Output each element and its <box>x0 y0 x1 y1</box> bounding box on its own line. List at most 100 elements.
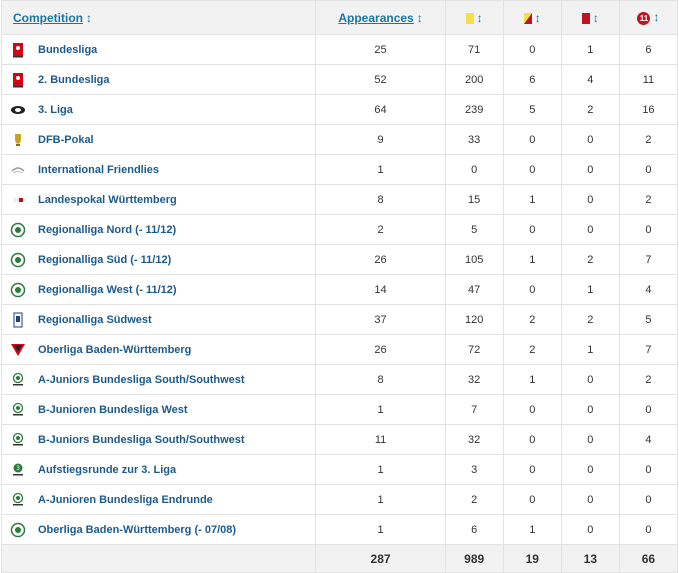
appearances-cell: 8 <box>315 184 446 215</box>
junioren-logo-icon[interactable] <box>10 372 26 388</box>
competition-link[interactable]: Aufstiegsrunde zur 3. Liga <box>38 463 177 476</box>
red-cards-cell: 0 <box>560 424 620 455</box>
competition-link[interactable]: DFB-Pokal <box>38 133 94 146</box>
yellow-cards-cell: 72 <box>444 334 504 365</box>
yellow-red-cards-cell: 2 <box>502 334 562 365</box>
competition-cell: 3 Aufstiegsrunde zur 3. Liga <box>0 454 317 485</box>
sort-arrow-icon[interactable]: ↕ <box>86 10 92 25</box>
3-liga-logo-icon[interactable] <box>10 102 26 118</box>
junioren-logo-icon[interactable] <box>10 492 26 508</box>
appearances-sort-link[interactable]: Appearances <box>338 10 414 25</box>
penalties-cell: 0 <box>618 394 679 425</box>
regionalliga-suedwest-logo-icon[interactable] <box>10 312 26 328</box>
dfb-logo-icon[interactable] <box>10 282 26 298</box>
total-appearances: 287 <box>315 544 446 573</box>
red-cards-cell: 0 <box>560 214 620 245</box>
table-row: Regionalliga West (- 11/12) 14 47 0 1 4 <box>0 274 679 305</box>
competition-link[interactable]: 3. Liga <box>38 103 73 116</box>
appearances-cell: 8 <box>315 364 446 395</box>
red-cards-cell: 0 <box>560 184 620 215</box>
red-card-header[interactable]: ↕ <box>560 0 620 35</box>
appearances-cell: 26 <box>315 244 446 275</box>
landespokal-logo-icon[interactable] <box>10 192 26 208</box>
table-row: Oberliga Baden-Württemberg 26 72 2 1 7 <box>0 334 679 365</box>
yellow-cards-cell: 0 <box>444 154 504 185</box>
competition-link[interactable]: 2. Bundesliga <box>38 73 110 86</box>
red-cards-cell: 0 <box>560 154 620 185</box>
sort-arrow-icon[interactable]: ↕ <box>653 10 660 25</box>
2-bundesliga-logo-icon[interactable] <box>10 72 26 88</box>
competition-cell: DFB-Pokal <box>0 124 317 155</box>
penalty-icon: 11 <box>637 11 651 25</box>
competition-link[interactable]: International Friendlies <box>38 163 160 176</box>
competition-link[interactable]: Regionalliga Süd (- 11/12) <box>38 253 172 266</box>
dfb-logo-icon[interactable] <box>10 522 26 538</box>
junioren-logo-icon[interactable] <box>10 402 26 418</box>
yellow-red-cards-cell: 1 <box>502 244 562 275</box>
red-cards-cell: 0 <box>560 514 620 545</box>
appearances-cell: 14 <box>315 274 446 305</box>
dfb-pokal-logo-icon[interactable] <box>10 132 26 148</box>
penalties-cell: 0 <box>618 214 679 245</box>
yellow-red-cards-cell: 0 <box>502 484 562 515</box>
competition-link[interactable]: A-Juniors Bundesliga South/Southwest <box>38 373 245 386</box>
competition-header[interactable]: Competition ↕ <box>0 0 317 35</box>
oberliga-bw-logo-icon[interactable] <box>10 342 26 358</box>
aufstiegsrunde-logo-icon[interactable]: 3 <box>10 462 26 478</box>
competition-sort-link[interactable]: Competition <box>13 10 83 25</box>
appearances-cell: 1 <box>315 154 446 185</box>
sort-arrow-icon[interactable]: ↕ <box>416 10 423 25</box>
table-row: 3 Aufstiegsrunde zur 3. Liga 1 3 0 0 0 <box>0 454 679 485</box>
competition-cell: International Friendlies <box>0 154 317 185</box>
dfb-logo-icon[interactable] <box>10 252 26 268</box>
yellow-cards-cell: 7 <box>444 394 504 425</box>
yellow-red-cards-cell: 6 <box>502 64 562 95</box>
competition-link[interactable]: A-Junioren Bundesliga Endrunde <box>38 493 213 506</box>
competition-cell: Landespokal Württemberg <box>0 184 317 215</box>
penalties-cell: 4 <box>618 274 679 305</box>
table-row: Oberliga Baden-Württemberg (- 07/08) 1 6 1 0… <box>0 514 679 545</box>
appearances-cell: 25 <box>315 34 446 65</box>
competition-link[interactable]: Bundesliga <box>38 43 98 56</box>
competition-cell: Regionalliga Süd (- 11/12) <box>0 244 317 275</box>
red-cards-cell: 1 <box>560 274 620 305</box>
red-cards-cell: 0 <box>560 364 620 395</box>
penalty-header[interactable]: 11 ↕ <box>618 0 679 35</box>
competition-link[interactable]: Regionalliga Nord (- 11/12) <box>38 223 177 236</box>
competition-link[interactable]: Regionalliga Südwest <box>38 313 152 326</box>
competition-cell: A-Junioren Bundesliga Endrunde <box>0 484 317 515</box>
competition-cell: Oberliga Baden-Württemberg (- 07/08) <box>0 514 317 545</box>
yellow-cards-cell: 47 <box>444 274 504 305</box>
competition-cell: 2. Bundesliga <box>0 64 317 95</box>
appearances-header[interactable]: Appearances ↕ <box>315 0 446 35</box>
table-row: Regionalliga Süd (- 11/12) 26 105 1 2 7 <box>0 244 679 275</box>
table-row: Landespokal Württemberg 8 15 1 0 2 <box>0 184 679 215</box>
competition-link[interactable]: Regionalliga West (- 11/12) <box>38 283 177 296</box>
bundesliga-logo-icon[interactable] <box>10 42 26 58</box>
penalties-cell: 16 <box>618 94 679 125</box>
yellow-cards-cell: 120 <box>444 304 504 335</box>
yellow-red-card-header[interactable]: ↕ <box>502 0 562 35</box>
yellow-cards-cell: 105 <box>444 244 504 275</box>
yellow-card-header[interactable]: ↕ <box>444 0 504 35</box>
competition-link[interactable]: B-Junioren Bundesliga West <box>38 403 188 416</box>
red-cards-cell: 1 <box>560 334 620 365</box>
competition-cell: A-Juniors Bundesliga South/Southwest <box>0 364 317 395</box>
dfb-logo-icon[interactable] <box>10 222 26 238</box>
competition-link[interactable]: Oberliga Baden-Württemberg (- 07/08) <box>38 523 237 536</box>
penalties-cell: 7 <box>618 244 679 275</box>
penalties-cell: 2 <box>618 364 679 395</box>
junioren-logo-icon[interactable] <box>10 432 26 448</box>
yellow-red-cards-cell: 0 <box>502 424 562 455</box>
red-cards-cell: 0 <box>560 394 620 425</box>
sort-arrow-icon[interactable]: ↕ <box>534 10 541 25</box>
sort-arrow-icon[interactable]: ↕ <box>592 10 599 25</box>
table-row: Bundesliga 25 71 0 1 6 <box>0 34 679 65</box>
friendlies-logo-icon[interactable] <box>10 162 26 178</box>
competition-link[interactable]: Oberliga Baden-Württemberg <box>38 343 192 356</box>
competition-link[interactable]: Landespokal Württemberg <box>38 193 177 206</box>
competition-link[interactable]: B-Juniors Bundesliga South/Southwest <box>38 433 245 446</box>
sort-arrow-icon[interactable]: ↕ <box>476 10 483 25</box>
penalties-cell: 0 <box>618 454 679 485</box>
